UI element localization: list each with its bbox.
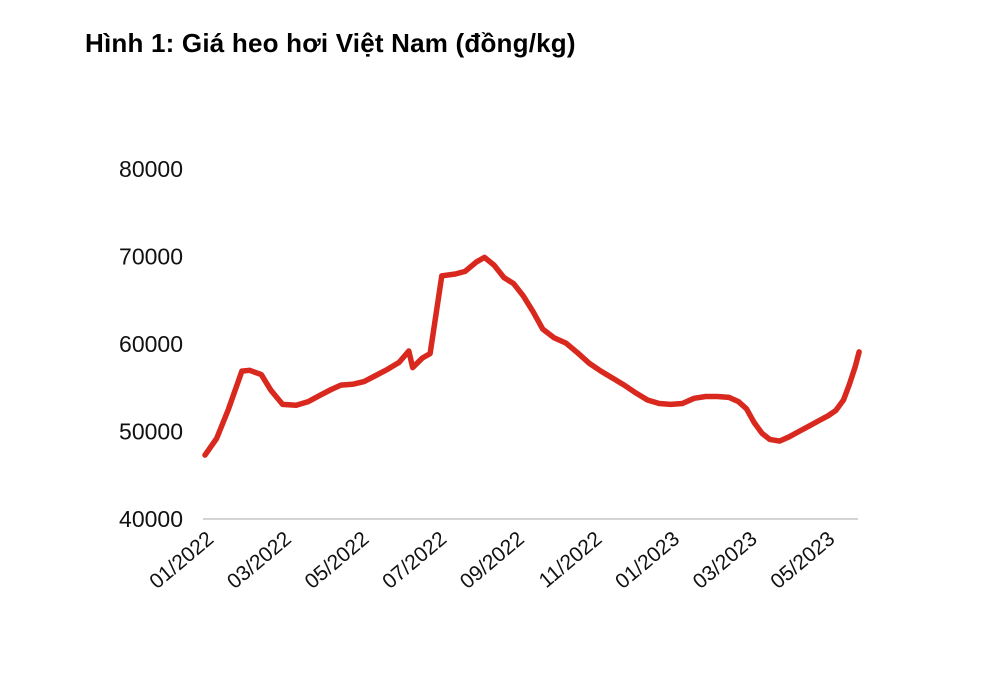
x-tick-label: 03/2022 [223,527,296,593]
y-tick-label: 80000 [119,156,183,182]
x-tick-label: 05/2022 [301,527,374,593]
x-tick-label: 09/2022 [456,527,529,593]
x-tick-label: 01/2023 [611,527,684,593]
y-tick-label: 50000 [119,419,183,445]
y-tick-label: 60000 [119,331,183,357]
x-tick-label: 07/2022 [378,527,451,593]
y-tick-label: 70000 [119,244,183,270]
y-tick-label: 40000 [119,506,183,532]
x-tick-label: 11/2022 [535,527,607,592]
x-tick-label: 01/2022 [145,527,218,593]
x-tick-label: 03/2023 [689,527,762,593]
x-tick-label: 05/2023 [766,527,839,593]
chart-title: Hình 1: Giá heo hơi Việt Nam (đồng/kg) [85,28,576,58]
price-line [202,254,862,458]
